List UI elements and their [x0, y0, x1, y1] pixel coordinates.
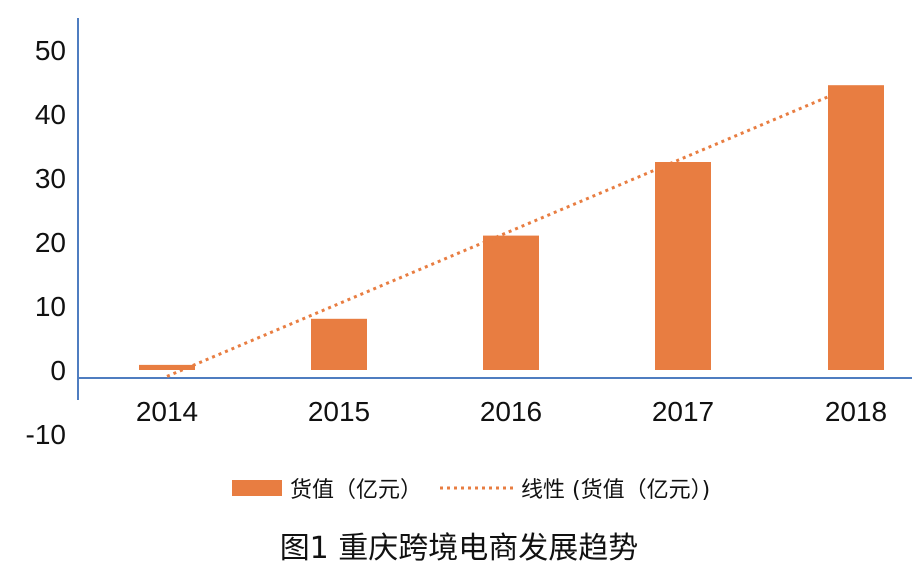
- bar: [828, 85, 884, 370]
- x-tick-label: 2018: [825, 396, 887, 427]
- y-tick-label: 10: [35, 291, 66, 322]
- y-tick-label: 50: [35, 35, 66, 66]
- y-axis-ticks: 50 40 30 20 10 0 -10: [26, 35, 66, 450]
- y-tick-label: 40: [35, 99, 66, 130]
- bars: [139, 85, 884, 370]
- x-tick-label: 2014: [136, 396, 198, 427]
- y-tick-label: 0: [50, 355, 66, 386]
- trendline: [166, 95, 829, 378]
- legend-swatch-bar: [232, 480, 282, 496]
- x-axis-ticks: 2014 2015 2016 2017 2018: [136, 396, 887, 427]
- legend: 货值（亿元） 线性 (货值（亿元）): [232, 478, 710, 503]
- x-tick-label: 2016: [480, 396, 542, 427]
- y-tick-label: 20: [35, 227, 66, 258]
- bar: [139, 364, 195, 370]
- legend-label-trendline: 线性 (货值（亿元）): [521, 478, 710, 503]
- bar: [483, 235, 539, 370]
- x-tick-label: 2017: [652, 396, 714, 427]
- y-tick-label: 30: [35, 163, 66, 194]
- figure-caption: 图1 重庆跨境电商发展趋势: [280, 531, 639, 566]
- y-tick-label: -10: [26, 419, 66, 450]
- bar: [311, 318, 367, 370]
- legend-label-bar: 货值（亿元）: [290, 478, 422, 503]
- bar: [655, 162, 711, 370]
- x-tick-label: 2015: [308, 396, 370, 427]
